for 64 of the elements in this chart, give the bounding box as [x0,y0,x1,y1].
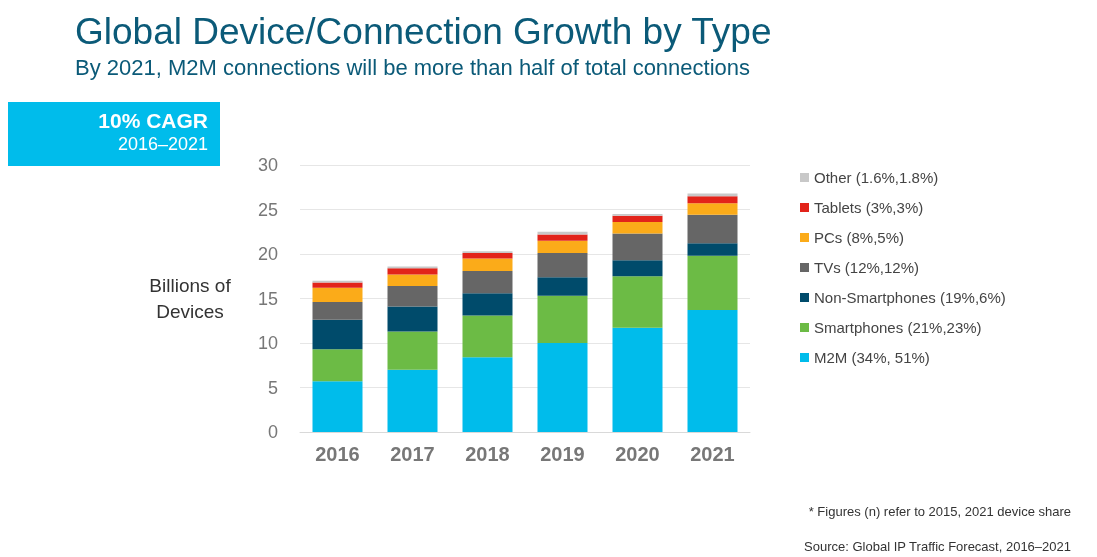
legend-label: PCs (8%,5%) [814,229,905,246]
source-note: Source: Global IP Traffic Forecast, 2016–2021 [804,539,1071,554]
bar [612,221,663,234]
bar [462,293,513,316]
bar [387,286,438,307]
legend-label: Non-Smartphones (19%,6%) [814,289,1006,306]
y-tick-label: 10 [257,333,278,353]
bar [312,282,363,288]
bar [687,193,738,197]
y-tick-label: 20 [257,244,278,264]
bar [312,381,363,432]
bar [387,331,438,370]
chart-subtitle: By 2021, M2M connections will be more than half of total connections [75,54,751,80]
y-tick-label: 25 [257,199,278,220]
y-tick-label: 30 [257,155,278,175]
y-tick-label: 15 [257,288,278,309]
bar [462,258,513,271]
legend-label: Other (1.6%,1.8%) [814,169,939,186]
bar [312,349,363,382]
y-tick-label: 0 [267,422,278,442]
bar [687,196,738,204]
bar [537,343,588,432]
bar [612,215,663,222]
x-tick-label: 2020 [615,443,660,465]
x-tick-label: 2018 [465,443,510,465]
bar [462,253,513,259]
y-tick-label: 5 [267,377,278,398]
bar [687,255,738,311]
bar [537,234,588,241]
x-tick-label: 2019 [540,443,585,465]
bar [687,214,738,244]
legend-label: M2M (34%, 51%) [814,349,930,366]
bar [687,310,738,432]
bar [612,260,663,277]
bar [387,306,438,332]
bar [312,319,363,350]
bar [687,203,738,215]
bar [612,233,663,261]
bar [612,327,663,432]
y-axis-title: Billions of Devices [149,275,232,322]
x-tick-label: 2021 [690,443,735,465]
bar [387,274,438,287]
bar [312,302,363,320]
bar [387,369,438,432]
legend-label: Tablets (3%,3%) [814,199,924,216]
x-tick-label: 2017 [390,443,435,465]
bar [462,315,513,358]
text: 2016–2021 [116,133,208,155]
bar [387,268,438,275]
chart-title: Global Device/Connection Growth by Type [75,11,772,52]
bar [537,295,588,343]
bar [462,270,513,294]
bar [687,243,738,256]
text: * Figures (n) refer to 2015, 2021 device share [808,504,1071,519]
legend-label: Smartphones (21%,23%) [814,319,982,336]
bar [462,357,513,432]
bar [537,240,588,254]
text: 10% CAGR [97,108,208,133]
x-tick-label: 2016 [315,443,360,465]
bar [312,287,363,303]
bar [537,277,588,296]
bar [537,253,588,278]
bar [612,276,663,328]
legend-label: TVs (12%,12%) [814,259,920,276]
